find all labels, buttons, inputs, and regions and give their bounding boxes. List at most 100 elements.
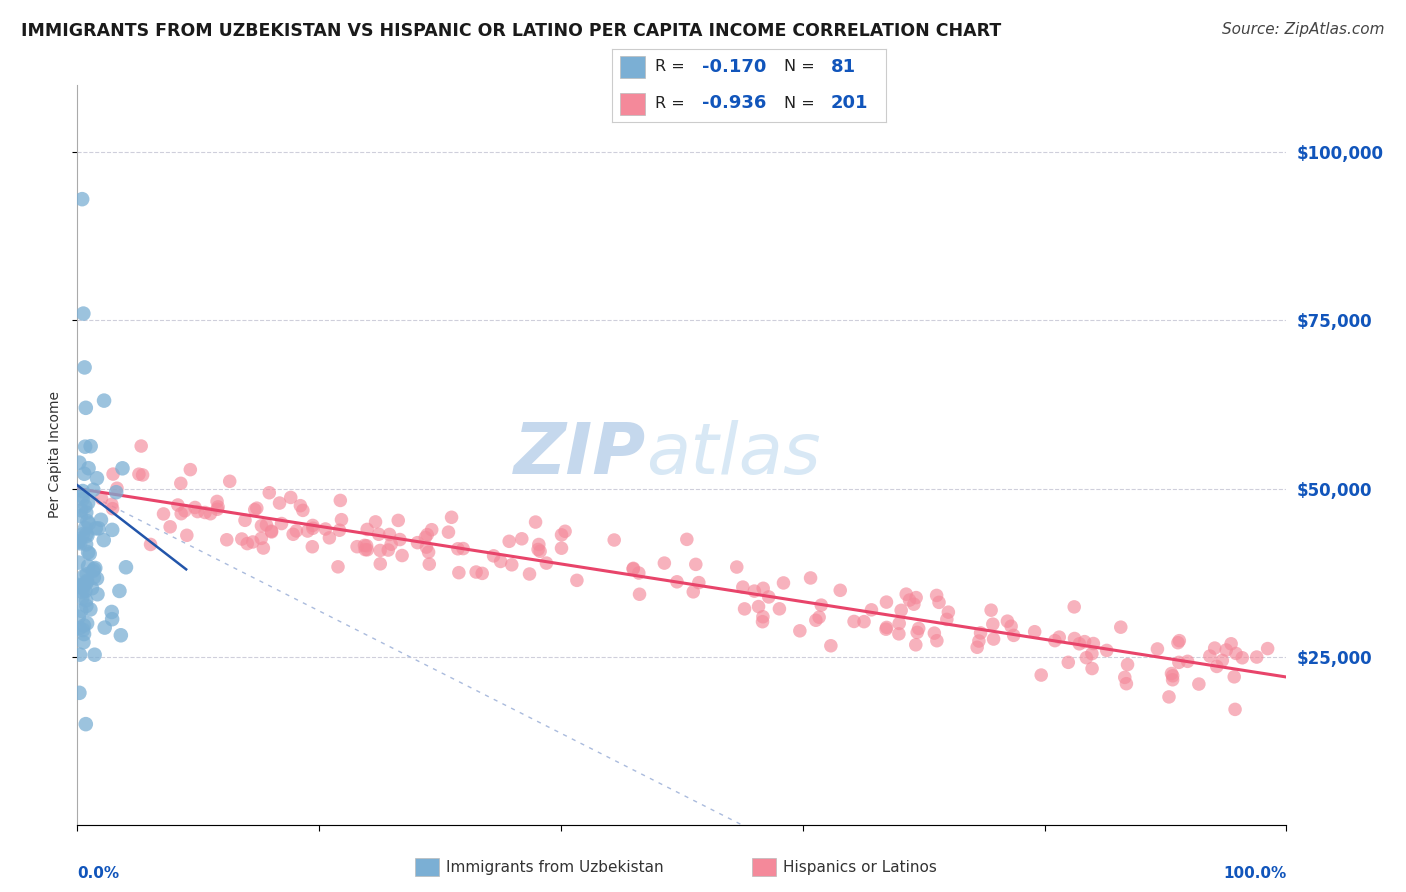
- Point: [830, 583, 852, 598]
- Point: [498, 534, 520, 549]
- Point: [80, 581, 103, 595]
- Point: [318, 531, 340, 545]
- Point: [368, 557, 391, 571]
- Point: [75, 584, 97, 599]
- Point: [1115, 676, 1137, 690]
- Point: [1205, 659, 1227, 673]
- Point: [418, 545, 440, 559]
- Point: [75, 717, 97, 731]
- Point: [77, 545, 100, 559]
- Point: [665, 574, 688, 589]
- Text: Source: ZipAtlas.com: Source: ZipAtlas.com: [1222, 22, 1385, 37]
- Point: [887, 627, 910, 641]
- Text: N =: N =: [785, 95, 820, 111]
- Point: [388, 533, 411, 547]
- Point: [903, 597, 925, 611]
- Point: [889, 616, 911, 631]
- Point: [301, 540, 323, 554]
- Point: [246, 501, 269, 516]
- Point: [207, 500, 229, 514]
- Point: [356, 542, 378, 557]
- Point: [326, 559, 349, 574]
- Point: [980, 603, 1002, 617]
- Point: [890, 603, 912, 617]
- Point: [1157, 690, 1180, 704]
- Point: [285, 524, 308, 538]
- Point: [73, 521, 96, 535]
- Point: [79, 602, 101, 616]
- Point: [72, 307, 94, 321]
- Point: [904, 638, 927, 652]
- Point: [967, 634, 990, 648]
- Point: [259, 485, 281, 500]
- Point: [330, 513, 353, 527]
- Point: [75, 401, 97, 415]
- Point: [110, 628, 132, 642]
- Point: [170, 476, 193, 491]
- Point: [73, 618, 96, 632]
- Point: [329, 493, 352, 508]
- Point: [75, 500, 97, 514]
- Point: [73, 467, 96, 481]
- Point: [231, 532, 253, 546]
- Point: [84, 521, 107, 535]
- Point: [1047, 630, 1070, 644]
- Point: [1167, 635, 1189, 649]
- Point: [200, 507, 222, 521]
- Point: [187, 505, 209, 519]
- Text: -0.170: -0.170: [702, 58, 766, 76]
- Point: [1161, 669, 1184, 683]
- Point: [1095, 643, 1118, 657]
- Point: [380, 537, 402, 551]
- Point: [519, 566, 541, 581]
- Point: [808, 610, 831, 624]
- Point: [101, 501, 124, 516]
- Point: [75, 599, 97, 613]
- Point: [215, 533, 238, 547]
- FancyBboxPatch shape: [620, 93, 644, 115]
- Point: [1000, 619, 1022, 633]
- Point: [804, 613, 827, 627]
- Point: [550, 541, 572, 556]
- Point: [758, 590, 780, 604]
- Point: [1177, 654, 1199, 668]
- Point: [72, 623, 94, 637]
- Point: [415, 531, 437, 545]
- Point: [70, 604, 93, 618]
- Point: [87, 521, 110, 535]
- Point: [524, 515, 547, 529]
- Point: [82, 483, 104, 497]
- Point: [447, 541, 470, 556]
- Point: [79, 547, 101, 561]
- Point: [924, 626, 946, 640]
- Point: [1223, 670, 1246, 684]
- Point: [159, 520, 181, 534]
- Point: [440, 510, 463, 524]
- Point: [416, 527, 439, 541]
- Point: [86, 572, 108, 586]
- Point: [1057, 656, 1080, 670]
- Point: [260, 524, 283, 538]
- Point: [242, 535, 264, 549]
- Point: [67, 578, 90, 592]
- Point: [1063, 632, 1085, 646]
- Point: [1215, 643, 1237, 657]
- Point: [1081, 647, 1104, 661]
- Text: 81: 81: [831, 58, 856, 76]
- Point: [510, 532, 533, 546]
- Point: [86, 587, 108, 601]
- Point: [391, 549, 413, 563]
- Point: [67, 534, 90, 549]
- Point: [875, 595, 897, 609]
- Point: [302, 521, 325, 535]
- Point: [554, 524, 576, 539]
- Point: [270, 516, 292, 531]
- Point: [748, 599, 770, 614]
- Text: R =: R =: [655, 59, 690, 74]
- Point: [152, 507, 174, 521]
- Point: [731, 580, 754, 594]
- Point: [1116, 657, 1139, 672]
- Point: [176, 528, 198, 542]
- Point: [1161, 673, 1184, 687]
- Point: [207, 502, 229, 516]
